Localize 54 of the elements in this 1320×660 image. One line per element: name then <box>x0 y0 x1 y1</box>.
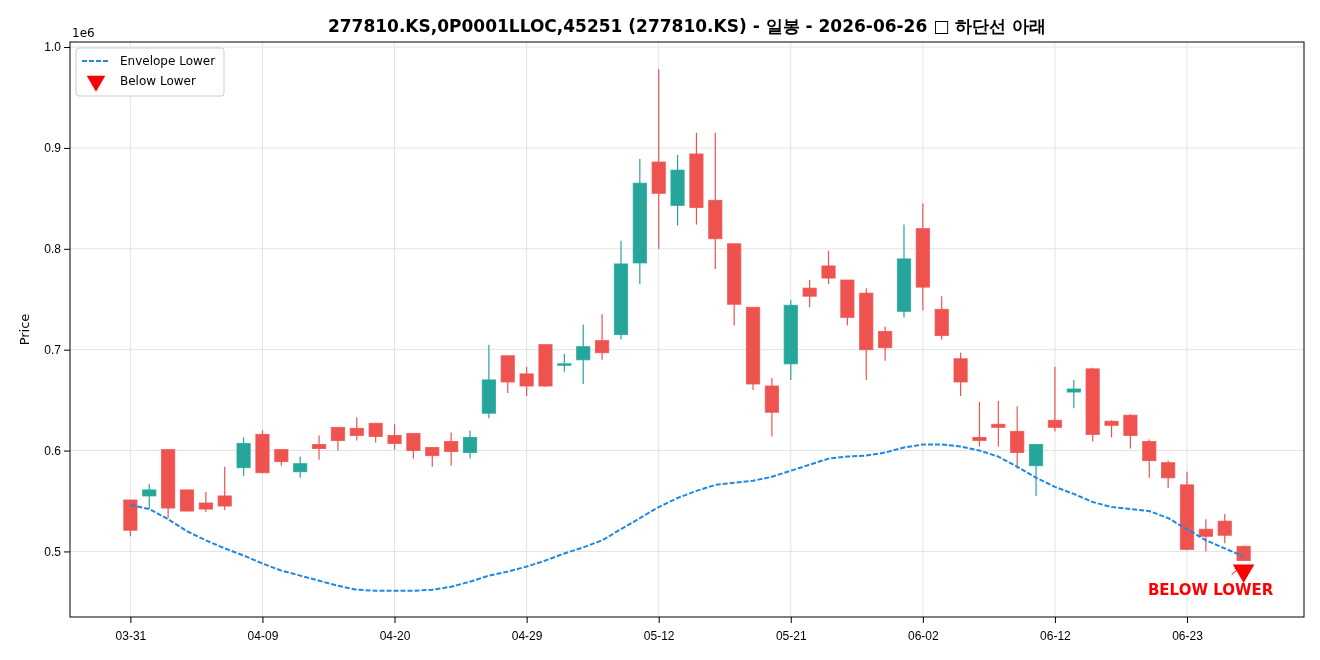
candlestick <box>444 431 459 467</box>
x-tick-label: 03-31 <box>115 629 147 644</box>
candlestick <box>311 434 327 461</box>
candlestick <box>387 423 402 451</box>
candlestick <box>179 489 195 512</box>
candlestick <box>953 352 968 397</box>
candlestick <box>425 446 440 468</box>
legend-label: Below Lower <box>120 74 196 88</box>
x-tick-label: 06-02 <box>908 629 940 644</box>
x-tick-label: 05-12 <box>643 629 675 644</box>
annotation: BELOW LOWER <box>1147 580 1274 599</box>
y-tick-label: 0.5 <box>44 544 62 559</box>
y-tick-label: 0.9 <box>44 141 62 156</box>
x-tick-label: 06-23 <box>1172 629 1204 644</box>
candlestick <box>293 456 308 479</box>
candlestick <box>1066 379 1081 409</box>
candlestick <box>1198 518 1213 553</box>
y-axis-title: Price <box>17 313 32 346</box>
text: 1e6 <box>72 26 95 40</box>
x-tick-label: 06-12 <box>1040 629 1072 644</box>
candlestick <box>557 353 572 373</box>
candlestick <box>1123 413 1138 450</box>
candlestick <box>330 426 346 452</box>
candlestick <box>576 323 591 385</box>
candlestick <box>462 429 478 460</box>
candlestick <box>198 491 213 513</box>
candlestick <box>1010 405 1025 470</box>
x-tick-label: 05-21 <box>775 629 807 644</box>
candlestick <box>406 432 421 460</box>
chart-title: 277810.KS,0P0001LLOC,45251 (277810.KS) - 일봉 - 2026-06-26 □ 하단선 아래 <box>327 16 1047 36</box>
candlestick <box>878 325 893 362</box>
candlestick <box>802 279 817 308</box>
candlestick <box>1028 443 1044 497</box>
candlestick <box>349 416 364 442</box>
y-tick-label: 0.6 <box>44 443 62 458</box>
candlestick <box>1161 460 1176 489</box>
x-tick-label: 04-20 <box>379 629 411 644</box>
candlestick <box>519 366 534 397</box>
candlestick <box>142 483 157 510</box>
y-tick-label: 0.7 <box>44 343 62 358</box>
candlestick <box>1142 438 1157 479</box>
candlestick <box>1217 513 1232 544</box>
candlestick <box>821 250 836 285</box>
candlestick <box>1047 366 1063 432</box>
legend-label: Envelope Lower <box>120 54 216 68</box>
candlestick <box>368 422 383 444</box>
candlestick <box>594 313 610 361</box>
x-tick-label: 04-29 <box>511 629 543 644</box>
candlestick <box>217 466 232 511</box>
y-tick-label: 1.0 <box>44 40 62 55</box>
x-tick-label: 04-09 <box>247 629 279 644</box>
candlestick <box>991 400 1006 448</box>
candlestick <box>972 401 987 448</box>
y-tick-label: 0.8 <box>44 242 62 257</box>
